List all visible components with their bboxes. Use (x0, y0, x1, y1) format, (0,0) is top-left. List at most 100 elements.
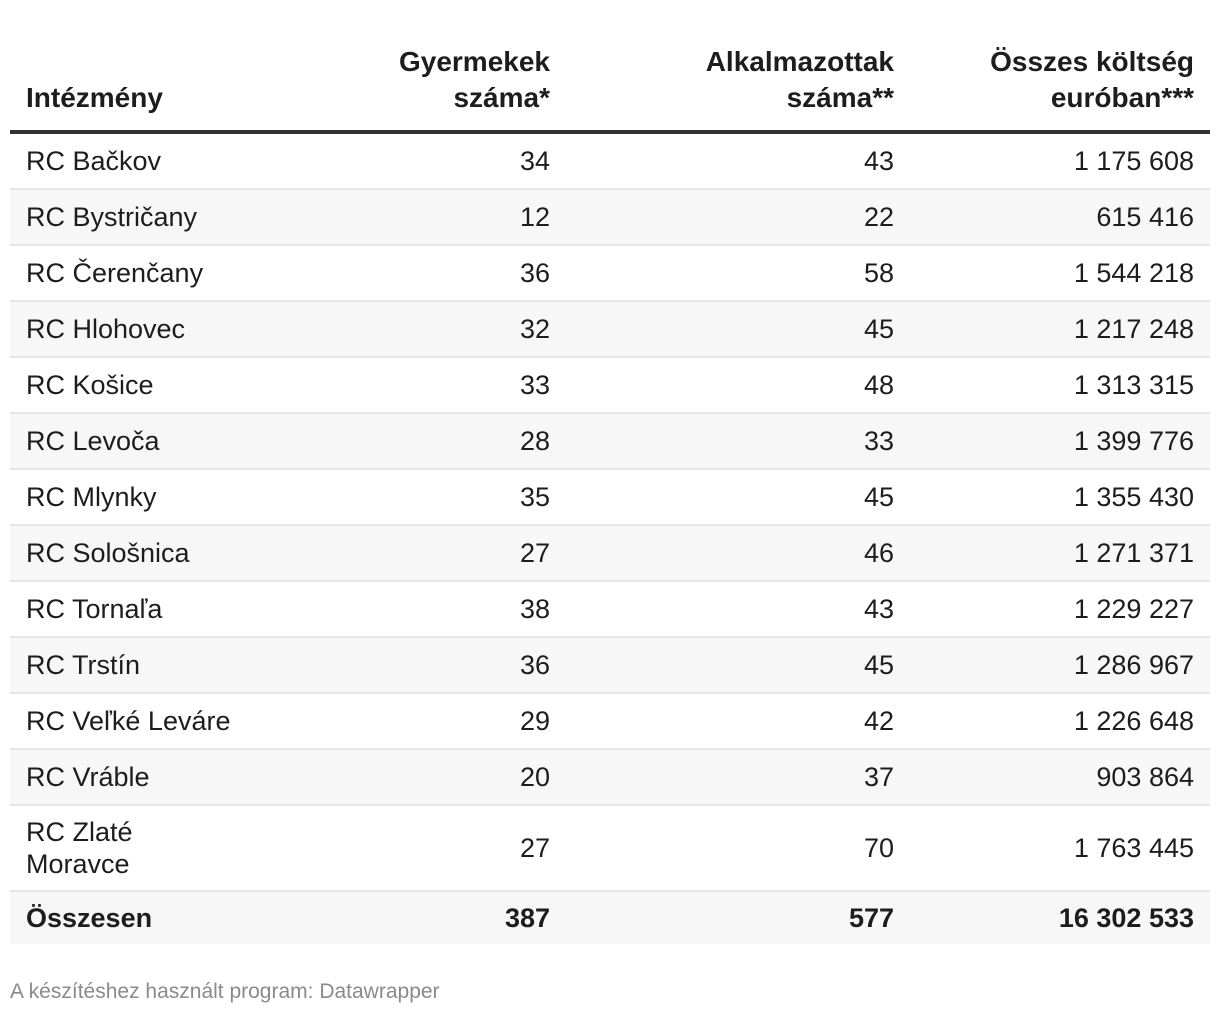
employees-count-cell: 45 (550, 637, 910, 694)
total-row: Összesen 387 577 16 302 533 (10, 891, 1210, 944)
total-cost-cell: 615 416 (910, 189, 1210, 246)
institution-cell: RC Košice (10, 357, 370, 414)
total-cost-cell: 1 226 648 (910, 693, 1210, 750)
employees-count-cell: 42 (550, 693, 910, 750)
institution-cell: RC Tornaľa (10, 581, 370, 638)
data-table-container: Intézmény Gyermekek száma* Alkalmazottak… (10, 30, 1210, 944)
employees-count-cell: 46 (550, 525, 910, 582)
total-cost-cell: 1 399 776 (910, 413, 1210, 470)
total-cost-cell: 1 229 227 (910, 581, 1210, 638)
children-count-cell: 34 (370, 132, 550, 190)
children-count-cell: 35 (370, 469, 550, 526)
institution-name-line1: RC Bystričany (26, 202, 198, 232)
institution-cell: RC Hlohovec (10, 301, 370, 358)
table-row: RC Hlohovec 32 45 1 217 248 (10, 301, 1210, 358)
employees-count-cell: 45 (550, 301, 910, 358)
table-row: RC Bystričany 12 22 615 416 (10, 189, 1210, 246)
institution-cell: RC Sološnica (10, 525, 370, 582)
column-header-line2: száma** (786, 82, 894, 113)
source-note: A készítéshez használt program: Datawrap… (10, 980, 440, 1003)
institution-cell: RC Veľké Leváre (10, 693, 370, 750)
children-count-cell: 36 (370, 245, 550, 302)
children-count-cell: 29 (370, 693, 550, 750)
institution-cell: RC Mlynky (10, 469, 370, 526)
column-header-line2: száma* (453, 82, 550, 113)
total-cost-cell: 1 763 445 (910, 805, 1210, 892)
institution-name-line1: RC Bačkov (26, 146, 162, 176)
employees-count-cell: 45 (550, 469, 910, 526)
employees-count-cell: 33 (550, 413, 910, 470)
children-count-cell: 36 (370, 637, 550, 694)
employees-count-cell: 43 (550, 132, 910, 190)
table-row: RC Sološnica 27 46 1 271 371 (10, 525, 1210, 582)
employees-count-cell: 43 (550, 581, 910, 638)
institution-name-line1: RC Levoča (26, 426, 160, 456)
children-count-cell: 20 (370, 749, 550, 806)
table-row: RC Mlynky 35 45 1 355 430 (10, 469, 1210, 526)
data-table: Intézmény Gyermekek száma* Alkalmazottak… (10, 30, 1210, 944)
institution-name-line2: Moravce (26, 849, 130, 879)
column-header-institution[interactable]: Intézmény (10, 30, 370, 134)
table-row: RC Trstín 36 45 1 286 967 (10, 637, 1210, 694)
total-cost-cell: 1 286 967 (910, 637, 1210, 694)
column-header-children[interactable]: Gyermekek száma* (370, 30, 550, 134)
institution-name-line1: RC Tornaľa (26, 594, 163, 624)
total-employees: 577 (550, 891, 910, 944)
employees-count-cell: 58 (550, 245, 910, 302)
table-row: RC Zlaté Moravce 27 70 1 763 445 (10, 805, 1210, 892)
children-count-cell: 33 (370, 357, 550, 414)
total-label: Összesen (10, 891, 370, 944)
total-cost-cell: 1 175 608 (910, 132, 1210, 190)
table-row: RC Čerenčany 36 58 1 544 218 (10, 245, 1210, 302)
table-row: RC Veľké Leváre 29 42 1 226 648 (10, 693, 1210, 750)
children-count-cell: 28 (370, 413, 550, 470)
institution-cell: RC Zlaté Moravce (10, 805, 370, 892)
total-cost-cell: 1 271 371 (910, 525, 1210, 582)
institution-cell: RC Levoča (10, 413, 370, 470)
institution-name-line1: RC Vráble (26, 762, 150, 792)
total-cost-cell: 1 217 248 (910, 301, 1210, 358)
institution-cell: RC Čerenčany (10, 245, 370, 302)
institution-name-line1: RC Zlaté (26, 817, 133, 847)
institution-name-line1: RC Mlynky (26, 482, 157, 512)
children-count-cell: 27 (370, 805, 550, 892)
institution-cell: RC Bystričany (10, 189, 370, 246)
employees-count-cell: 48 (550, 357, 910, 414)
children-count-cell: 38 (370, 581, 550, 638)
total-cost-cell: 903 864 (910, 749, 1210, 806)
total-cost-cell: 1 544 218 (910, 245, 1210, 302)
institution-name-line1: RC Čerenčany (26, 258, 204, 288)
total-cost-cell: 1 355 430 (910, 469, 1210, 526)
institution-cell: RC Bačkov (10, 132, 370, 190)
institution-cell: RC Trstín (10, 637, 370, 694)
column-header-cost[interactable]: Összes költség euróban*** (910, 30, 1210, 134)
table-row: RC Bačkov 34 43 1 175 608 (10, 132, 1210, 190)
table-row: RC Vráble 20 37 903 864 (10, 749, 1210, 806)
employees-count-cell: 22 (550, 189, 910, 246)
institution-cell: RC Vráble (10, 749, 370, 806)
column-header-line1: Gyermekek (398, 46, 550, 77)
employees-count-cell: 37 (550, 749, 910, 806)
table-header: Intézmény Gyermekek száma* Alkalmazottak… (10, 30, 1210, 134)
table-row: RC Levoča 28 33 1 399 776 (10, 413, 1210, 470)
table-row: RC Košice 33 48 1 313 315 (10, 357, 1210, 414)
institution-name-line1: RC Veľké Leváre (26, 706, 231, 736)
institution-name-line1: RC Sološnica (26, 538, 190, 568)
children-count-cell: 27 (370, 525, 550, 582)
column-header-line2: Intézmény (26, 82, 163, 113)
total-cost: 16 302 533 (910, 891, 1210, 944)
table-body: RC Bačkov 34 43 1 175 608 RC Bystričany 12 22 6… (10, 132, 1210, 892)
total-cost-cell: 1 313 315 (910, 357, 1210, 414)
column-header-employees[interactable]: Alkalmazottak száma** (550, 30, 910, 134)
institution-name-line1: RC Košice (26, 370, 154, 400)
institution-name-line1: RC Trstín (26, 650, 141, 680)
children-count-cell: 32 (370, 301, 550, 358)
table-footer: Összesen 387 577 16 302 533 (10, 891, 1210, 944)
employees-count-cell: 70 (550, 805, 910, 892)
header-row: Intézmény Gyermekek száma* Alkalmazottak… (10, 30, 1210, 134)
total-children: 387 (370, 891, 550, 944)
table-row: RC Tornaľa 38 43 1 229 227 (10, 581, 1210, 638)
column-header-line1: Alkalmazottak (705, 46, 894, 77)
column-header-line2: euróban*** (1050, 82, 1194, 113)
institution-name-line1: RC Hlohovec (26, 314, 186, 344)
